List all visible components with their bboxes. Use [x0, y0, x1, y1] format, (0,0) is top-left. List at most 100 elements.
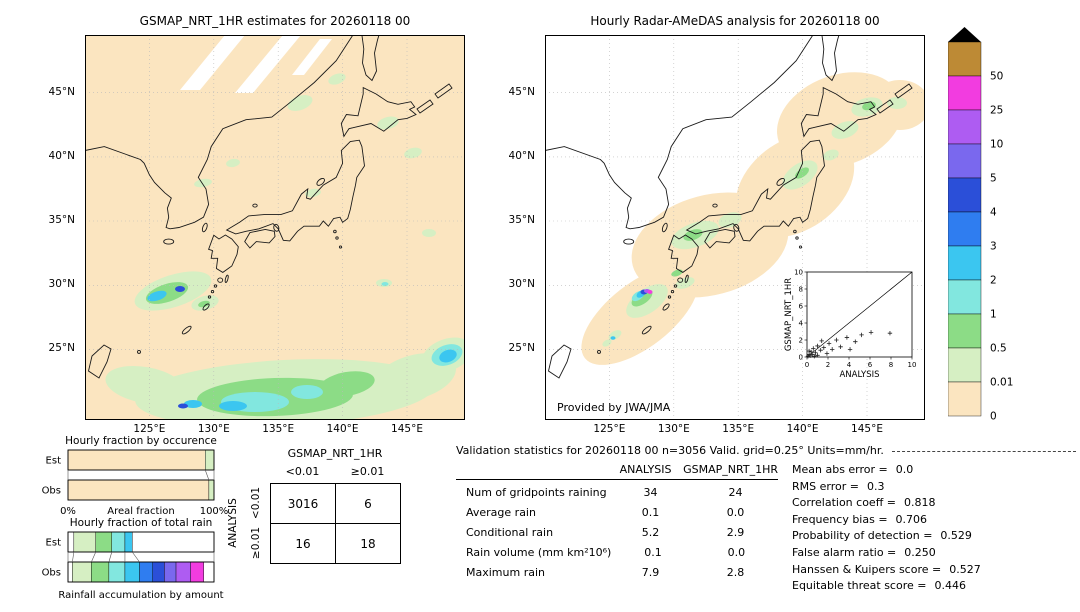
- precip-blob: [439, 349, 457, 363]
- lat-tick-label: 30°N: [508, 278, 535, 291]
- contingency-cell: 6: [335, 483, 401, 524]
- precipitation-layer: [105, 73, 465, 420]
- lat-tick-label: 35°N: [508, 214, 535, 226]
- precip-blob: [795, 167, 809, 179]
- row-label: Obs: [42, 568, 61, 579]
- scatter-point: [806, 348, 812, 354]
- skill-score: Hanssen & Kuipers score = 0.527: [792, 562, 1076, 579]
- lat-tick-label: 45°N: [48, 85, 75, 98]
- inset-y-tick-label: 8: [799, 286, 803, 294]
- lon-tick-label: 130°E: [657, 423, 690, 435]
- colorbar-band: [948, 245, 982, 281]
- lon-tick-label: 135°E: [722, 423, 755, 435]
- precip-blob: [226, 158, 240, 168]
- chart-title: Hourly fraction by occurence: [65, 435, 217, 447]
- hourly-total-rain-chart: Hourly fraction of total rain Est Obs Rainf…: [42, 517, 224, 601]
- lat-tick-label: 45°N: [508, 85, 535, 98]
- connector-line: [108, 551, 113, 563]
- gsmap-value: 2.9: [726, 526, 745, 539]
- colorbar-label: 0.5: [990, 343, 1007, 355]
- colorbar-band: [948, 381, 982, 417]
- skill-scores-list: Mean abs error = 0.0 RMS error = 0.3 Correla…: [778, 462, 1076, 595]
- gsmap-value: 0.0: [726, 506, 745, 519]
- precip-blob: [194, 178, 212, 188]
- inset-y-tick-label: 0: [799, 354, 803, 362]
- skill-score: Correlation coeff = 0.818: [792, 495, 1076, 512]
- contingency-col-group: GSMAP_NRT_1HR: [287, 447, 383, 460]
- bar-segment: [67, 561, 73, 583]
- skill-score: Frequency bias = 0.706: [792, 512, 1076, 529]
- chart-title: Hourly fraction of total rain: [70, 517, 213, 529]
- x-max-label: 100%: [200, 506, 229, 517]
- bar-segment: [72, 561, 92, 583]
- bar-segment: [73, 531, 96, 553]
- metric-label: Conditional rain: [466, 526, 554, 539]
- scatter-point: [868, 330, 874, 335]
- precip-blob: [178, 403, 188, 409]
- validation-statistics-panel: Validation statistics for 20260118 00 n=…: [456, 444, 1076, 595]
- precip-blob: [147, 290, 167, 302]
- contingency-table: 3016 6 16 18: [270, 483, 401, 564]
- precip-blob: [291, 385, 323, 399]
- inset-y-axis-label: GSMAP_NRT_1HR: [784, 278, 794, 351]
- scatter-point: [859, 332, 864, 338]
- precip-blob: [631, 289, 653, 307]
- lon-tick-label: 125°E: [593, 423, 626, 435]
- precip-blob: [422, 229, 436, 237]
- precip-blob: [647, 290, 653, 294]
- inset-x-tick-label: 8: [889, 361, 893, 369]
- contingency-row-group: ANALYSIS: [227, 498, 239, 548]
- metric-label: Rain volume (mm km²10⁶): [466, 546, 612, 559]
- scatter-point: [824, 351, 830, 356]
- lon-tick-label: 135°E: [262, 423, 295, 435]
- bar-segment: [205, 449, 215, 471]
- bar-segment: [67, 531, 75, 553]
- scatter-point: [834, 337, 839, 343]
- validation-row: Rain volume (mm km²10⁶) 0.1 0.0: [456, 543, 778, 563]
- overflow-triangle: [948, 27, 981, 42]
- metric-label: Num of gridpoints raining: [466, 486, 607, 499]
- score-value: 0.250: [904, 545, 936, 559]
- inset-x-tick-label: 0: [805, 361, 809, 369]
- precip-blob: [305, 188, 321, 198]
- score-value: 0.706: [895, 512, 928, 526]
- lon-tick-label: 140°E: [326, 423, 359, 435]
- colorbar-label: 1: [990, 309, 997, 321]
- nodata-streak: [235, 35, 301, 93]
- colorbar-band: [948, 211, 982, 247]
- contingency-cell: 16: [270, 523, 336, 564]
- colorbar-label: 50: [990, 71, 1003, 83]
- graticule: [85, 35, 465, 420]
- lon-tick-label: 125°E: [133, 423, 166, 435]
- validation-table-header: ANALYSIS GSMAP_NRT_1HR: [456, 462, 778, 477]
- analysis-value: 0.1: [644, 546, 662, 559]
- precip-blob: [671, 269, 683, 277]
- validation-table: ANALYSIS GSMAP_NRT_1HR Num of gridpoints…: [456, 462, 778, 595]
- scatter-point: [844, 335, 850, 340]
- skill-score: Equitable threat score = 0.446: [792, 578, 1076, 595]
- validation-body: ANALYSIS GSMAP_NRT_1HR Num of gridpoints…: [456, 462, 1076, 595]
- score-value: 0.3: [866, 479, 885, 493]
- contingency-col-label: ≥0.01: [350, 465, 385, 478]
- precip-blob: [887, 97, 907, 109]
- right-map-title: Hourly Radar-AMeDAS analysis for 2026011…: [590, 14, 880, 28]
- colorbar-label: 0.01: [990, 377, 1013, 389]
- metric-label: Average rain: [466, 506, 536, 519]
- caption: Rainfall accumulation by amount: [58, 590, 223, 601]
- bar-segment: [203, 561, 215, 583]
- contingency-row-label: ≥0.01: [250, 526, 262, 560]
- connector-line: [91, 551, 97, 563]
- precip-blob: [377, 116, 399, 130]
- scatter-point: [838, 344, 843, 349]
- precipitation-layer: [581, 72, 925, 365]
- bar-segment: [132, 531, 215, 553]
- bar-segment: [190, 561, 204, 583]
- scatter-point: [812, 353, 817, 359]
- score-label: Correlation coeff =: [792, 496, 896, 510]
- precip-blob: [219, 401, 247, 411]
- inset-y-tick-label: 10: [794, 269, 803, 277]
- lon-tick-label: 130°E: [197, 423, 230, 435]
- colorbar-label: 4: [990, 207, 997, 219]
